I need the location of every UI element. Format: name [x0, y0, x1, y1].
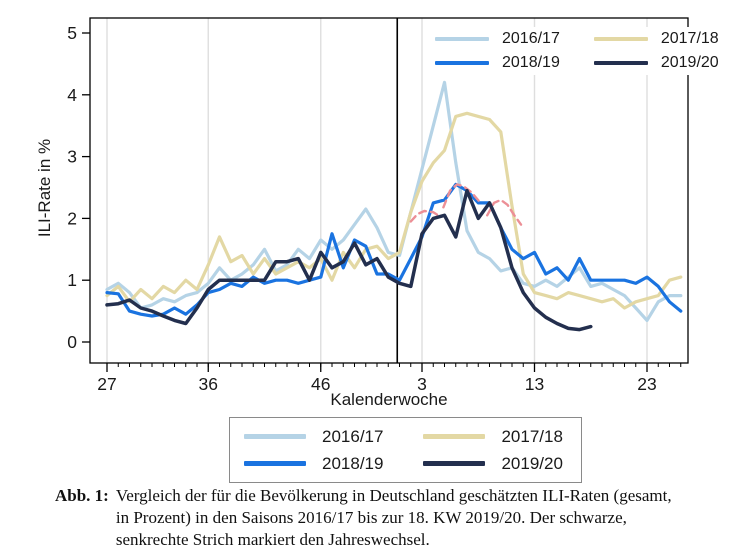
legend-item-2018-19: 2018/19	[435, 54, 560, 72]
y-axis-title: ILI-Rate in %	[35, 138, 54, 238]
legend-swatch-2016-17	[244, 434, 306, 439]
caption-label: Abb. 1:	[55, 486, 109, 505]
y-tick-label: 3	[67, 147, 77, 167]
forecast-dashed-segment	[409, 209, 442, 223]
chart-legend-inner: 2016/17 2017/18 2018/19 2019/20	[429, 27, 725, 75]
plot-frame	[89, 17, 689, 364]
legend-item-2016-17: 2016/17	[244, 427, 383, 446]
x-tick-label: 3	[417, 374, 427, 394]
legend-label-2019-20: 2019/20	[501, 454, 563, 473]
forecast-dashed-segment	[442, 183, 482, 209]
legend-label-2016-17: 2016/17	[502, 30, 560, 47]
legend-label-2017-18: 2017/18	[660, 30, 719, 47]
series-line-2017-18	[105, 111, 683, 310]
legend-label-2017-18: 2017/18	[501, 427, 563, 446]
legend-label-2019-20: 2019/20	[660, 54, 719, 71]
legend-item-2017-18: 2017/18	[423, 427, 563, 446]
forecast-dashed-segment	[486, 198, 523, 226]
legend-label-2018-19: 2018/19	[502, 54, 560, 71]
x-axis-title: Kalenderwoche	[330, 390, 448, 409]
legend-swatch-2017-18	[593, 37, 648, 41]
y-tick-label: 4	[67, 85, 77, 105]
x-tick-label: 23	[637, 374, 656, 394]
legend-swatch-2018-19	[244, 461, 306, 466]
figure-caption: Abb. 1: Vergleich der für die Bevölkerun…	[55, 485, 695, 551]
legend-label-2016-17: 2016/17	[322, 427, 384, 446]
x-tick-label: 36	[199, 374, 218, 394]
x-tick-label: 13	[525, 374, 544, 394]
x-tick-label: 27	[97, 374, 116, 394]
legend-item-2019-20: 2019/20	[423, 454, 563, 473]
series-line-2019-20	[105, 188, 593, 332]
legend-item-2018-19: 2018/19	[244, 454, 383, 473]
legend-swatch-2017-18	[423, 434, 486, 439]
legend-item-2016-17: 2016/17	[435, 30, 560, 48]
y-tick-label: 1	[67, 270, 77, 290]
legend-item-2019-20: 2019/20	[593, 54, 719, 72]
legend-swatch-2019-20	[593, 61, 648, 65]
y-tick-label: 2	[67, 208, 77, 228]
legend-swatch-2019-20	[423, 461, 486, 466]
x-tick-label: 46	[311, 374, 330, 394]
caption-text: Vergleich der für die Bevölkerung in Deu…	[115, 486, 672, 550]
legend-label-2018-19: 2018/19	[322, 454, 384, 473]
legend-item-2017-18: 2017/18	[593, 30, 719, 48]
chart-legend-below: 2016/17 2017/18 2018/19 2019/20	[229, 417, 582, 483]
legend-swatch-2018-19	[435, 61, 489, 65]
legend-swatch-2016-17	[435, 37, 489, 41]
series-line-2018-19	[105, 182, 683, 318]
y-tick-label: 5	[67, 23, 77, 43]
y-tick-label: 0	[67, 332, 77, 352]
